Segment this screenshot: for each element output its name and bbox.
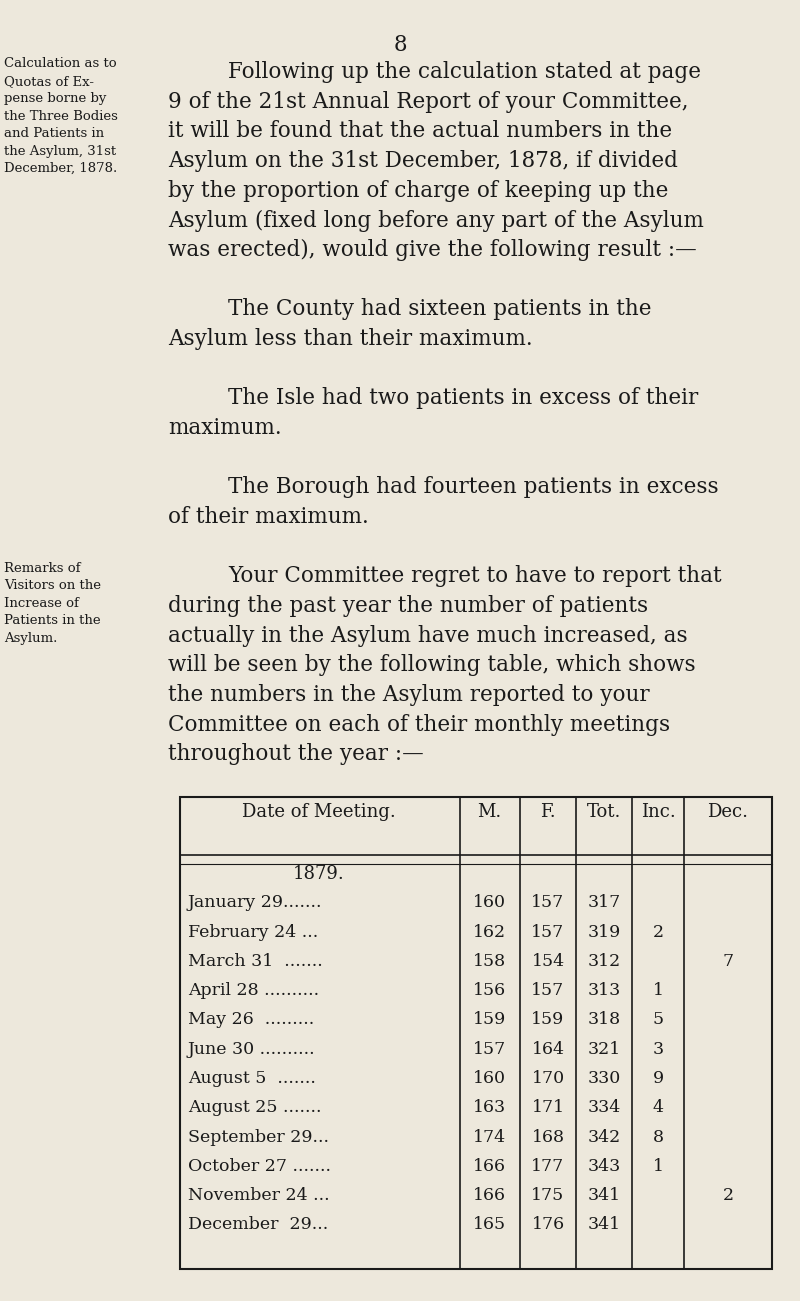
Text: 8: 8 xyxy=(393,34,407,56)
Text: will be seen by the following table, which shows: will be seen by the following table, whi… xyxy=(168,654,696,677)
Text: 3: 3 xyxy=(653,1041,664,1058)
Text: Dec.: Dec. xyxy=(707,803,749,821)
Text: 166: 166 xyxy=(473,1187,506,1205)
Text: 319: 319 xyxy=(587,924,621,941)
Text: Asylum less than their maximum.: Asylum less than their maximum. xyxy=(168,328,533,350)
Text: Committee on each of their monthly meetings: Committee on each of their monthly meeti… xyxy=(168,714,670,736)
Text: actually in the Asylum have much increased, as: actually in the Asylum have much increas… xyxy=(168,624,688,647)
Text: 166: 166 xyxy=(473,1158,506,1175)
Text: September 29...: September 29... xyxy=(188,1128,329,1146)
Text: 171: 171 xyxy=(531,1099,565,1116)
Text: it will be found that the actual numbers in the: it will be found that the actual numbers… xyxy=(168,121,672,143)
Text: 2: 2 xyxy=(722,1187,734,1205)
Text: 160: 160 xyxy=(473,1069,506,1088)
Text: of their maximum.: of their maximum. xyxy=(168,506,369,528)
Text: Asylum on the 31st December, 1878, if divided: Asylum on the 31st December, 1878, if di… xyxy=(168,150,678,172)
Text: January 29.......: January 29....... xyxy=(188,894,322,912)
Text: 4: 4 xyxy=(653,1099,664,1116)
Text: was erected), would give the following result :—: was erected), would give the following r… xyxy=(168,239,697,262)
Text: October 27 .......: October 27 ....... xyxy=(188,1158,331,1175)
Text: 341: 341 xyxy=(587,1187,621,1205)
Text: 2: 2 xyxy=(653,924,664,941)
Text: 174: 174 xyxy=(473,1128,506,1146)
Text: 177: 177 xyxy=(531,1158,565,1175)
Text: Tot.: Tot. xyxy=(587,803,621,821)
Text: The Isle had two patients in excess of their: The Isle had two patients in excess of t… xyxy=(228,388,698,410)
Text: 159: 159 xyxy=(473,1011,506,1029)
Text: 170: 170 xyxy=(531,1069,565,1088)
Text: 157: 157 xyxy=(473,1041,506,1058)
Text: 341: 341 xyxy=(587,1216,621,1233)
Text: 162: 162 xyxy=(473,924,506,941)
Text: Date of Meeting.: Date of Meeting. xyxy=(242,803,395,821)
Text: 330: 330 xyxy=(587,1069,621,1088)
Text: Your Committee regret to have to report that: Your Committee regret to have to report … xyxy=(228,566,722,588)
Text: 156: 156 xyxy=(473,982,506,999)
Text: The County had sixteen patients in the: The County had sixteen patients in the xyxy=(228,298,651,320)
Text: Asylum (fixed long before any part of the Asylum: Asylum (fixed long before any part of th… xyxy=(168,209,704,232)
Text: The Borough had fourteen patients in excess: The Borough had fourteen patients in exc… xyxy=(228,476,718,498)
Text: 334: 334 xyxy=(587,1099,621,1116)
Text: 1: 1 xyxy=(653,982,664,999)
Text: F.: F. xyxy=(540,803,556,821)
Text: Inc.: Inc. xyxy=(641,803,676,821)
Text: 154: 154 xyxy=(531,952,565,971)
Text: March 31  .......: March 31 ....... xyxy=(188,952,322,971)
Text: throughout the year :—: throughout the year :— xyxy=(168,743,424,765)
Text: 157: 157 xyxy=(531,924,565,941)
Text: the numbers in the Asylum reported to your: the numbers in the Asylum reported to yo… xyxy=(168,684,650,706)
Text: 9 of the 21st Annual Report of your Committee,: 9 of the 21st Annual Report of your Comm… xyxy=(168,91,689,113)
Text: August 25 .......: August 25 ....... xyxy=(188,1099,322,1116)
Text: 165: 165 xyxy=(473,1216,506,1233)
Text: May 26  .........: May 26 ......... xyxy=(188,1011,314,1029)
Text: Remarks of
Visitors on the
Increase of
Patients in the
Asylum.: Remarks of Visitors on the Increase of P… xyxy=(4,562,101,644)
Text: 160: 160 xyxy=(473,894,506,912)
Text: February 24 ...: February 24 ... xyxy=(188,924,318,941)
Text: 313: 313 xyxy=(587,982,621,999)
Text: 318: 318 xyxy=(587,1011,621,1029)
Text: 1: 1 xyxy=(653,1158,664,1175)
Text: 9: 9 xyxy=(653,1069,664,1088)
Text: June 30 ..........: June 30 .......... xyxy=(188,1041,316,1058)
Text: 157: 157 xyxy=(531,982,565,999)
Text: by the proportion of charge of keeping up the: by the proportion of charge of keeping u… xyxy=(168,180,668,202)
Text: November 24 ...: November 24 ... xyxy=(188,1187,330,1205)
Text: 157: 157 xyxy=(531,894,565,912)
Text: August 5  .......: August 5 ....... xyxy=(188,1069,316,1088)
Text: Calculation as to
Quotas of Ex-
pense borne by
the Three Bodies
and Patients in
: Calculation as to Quotas of Ex- pense bo… xyxy=(4,57,118,176)
Text: Following up the calculation stated at page: Following up the calculation stated at p… xyxy=(228,61,701,83)
Text: 158: 158 xyxy=(473,952,506,971)
Text: 312: 312 xyxy=(587,952,621,971)
Text: 164: 164 xyxy=(531,1041,565,1058)
Text: 321: 321 xyxy=(587,1041,621,1058)
Text: 8: 8 xyxy=(653,1128,664,1146)
Text: April 28 ..........: April 28 .......... xyxy=(188,982,319,999)
Text: 159: 159 xyxy=(531,1011,565,1029)
Text: M.: M. xyxy=(478,803,502,821)
Text: 342: 342 xyxy=(587,1128,621,1146)
Text: 176: 176 xyxy=(531,1216,565,1233)
Text: 1879.: 1879. xyxy=(293,865,344,883)
Text: 5: 5 xyxy=(653,1011,664,1029)
Text: 163: 163 xyxy=(473,1099,506,1116)
Text: 317: 317 xyxy=(587,894,621,912)
Text: maximum.: maximum. xyxy=(168,418,282,440)
Text: 175: 175 xyxy=(531,1187,565,1205)
Text: 343: 343 xyxy=(587,1158,621,1175)
Text: during the past year the number of patients: during the past year the number of patie… xyxy=(168,595,648,617)
Text: December  29...: December 29... xyxy=(188,1216,328,1233)
Text: 7: 7 xyxy=(722,952,734,971)
Text: 168: 168 xyxy=(531,1128,565,1146)
